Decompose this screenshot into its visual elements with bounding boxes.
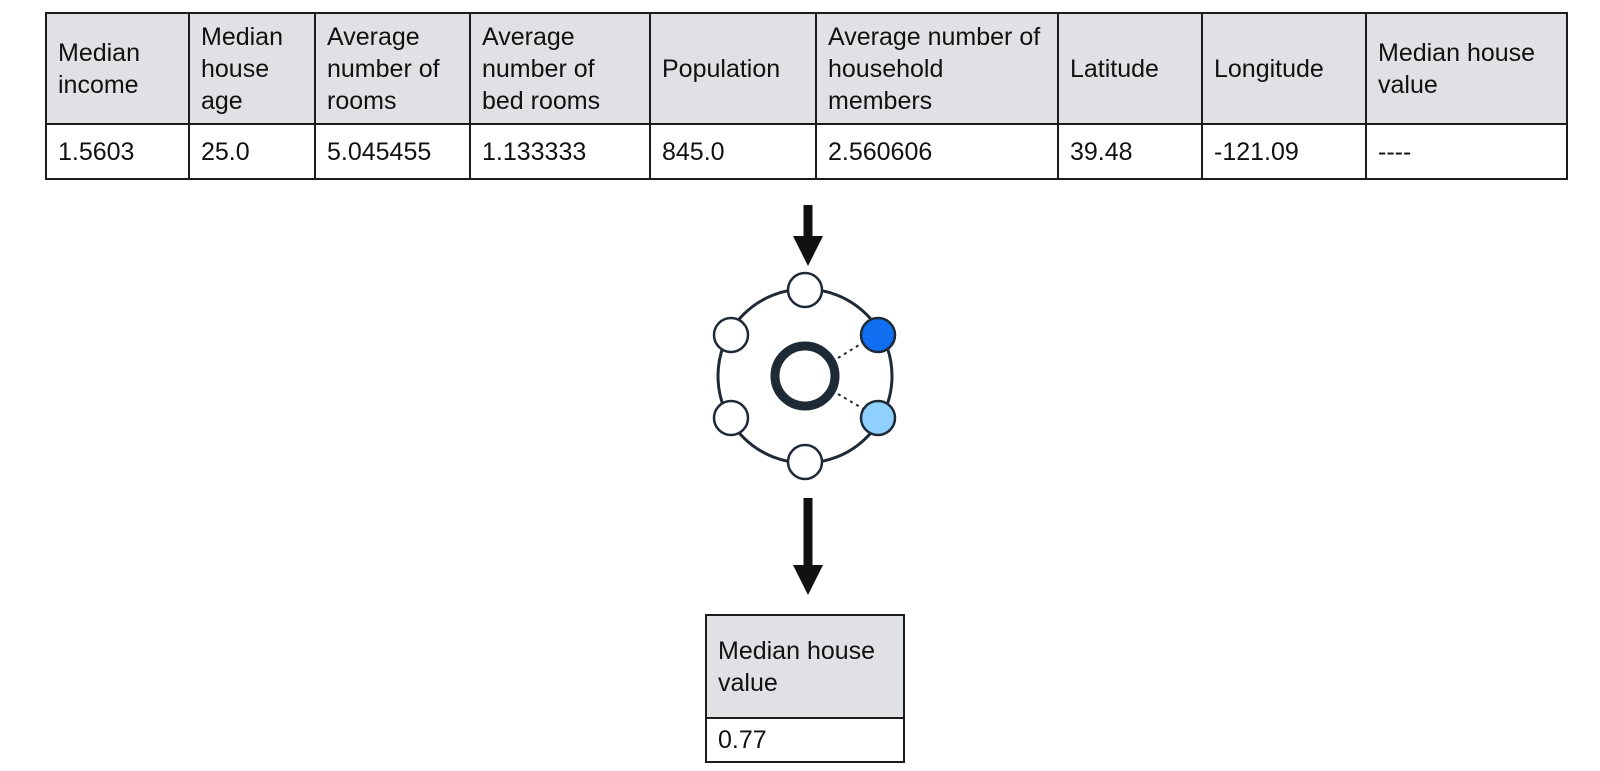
table-cell: 1.133333 [469,123,651,180]
node-inactive [786,443,824,481]
ml-model-icon [712,271,897,481]
table-cell: 2.560606 [815,123,1059,180]
prediction-value: 0.77 [705,717,905,763]
table-row: 1.5603 25.0 5.045455 1.133333 845.0 2.56… [45,123,1568,180]
arrow-down-icon [793,205,823,266]
output-header-row: Median house value [705,614,905,719]
header-cell: Median income [45,12,190,125]
table-cell: 5.045455 [314,123,471,180]
node-inactive [712,316,750,354]
output-prediction-table: Median house value 0.77 [705,614,905,763]
model-core [770,341,840,411]
table-cell: 25.0 [188,123,316,180]
table-cell: 1.5603 [45,123,190,180]
table-cell: ---- [1365,123,1568,180]
table-cell: 39.48 [1057,123,1203,180]
input-header-row: Median income Median house age Average n… [45,12,1568,125]
table-row: 0.77 [705,717,905,763]
header-cell: Average number of rooms [314,12,471,125]
header-cell: Population [649,12,817,125]
node-inactive [712,399,750,437]
arrow-down-icon [793,498,823,595]
node-active-light [859,399,897,437]
header-cell: Average number of household members [815,12,1059,125]
node-inactive [786,271,824,309]
header-cell: Longitude [1201,12,1367,125]
header-cell: Latitude [1057,12,1203,125]
input-features-table: Median income Median house age Average n… [45,12,1568,180]
node-active-dark [859,316,897,354]
table-cell: -121.09 [1201,123,1367,180]
header-cell: Median house value [1365,12,1568,125]
header-cell: Median house value [705,614,905,719]
header-cell: Average number of bed rooms [469,12,651,125]
table-cell: 845.0 [649,123,817,180]
header-cell: Median house age [188,12,316,125]
